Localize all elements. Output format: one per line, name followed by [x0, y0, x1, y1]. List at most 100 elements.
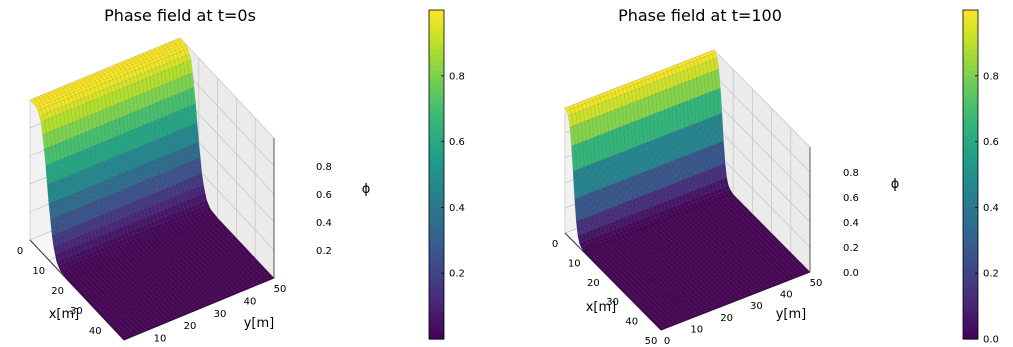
z-tick-label: 0.6 — [843, 193, 859, 204]
z-tick-label: 0.6 — [316, 190, 332, 201]
colorbar-tick-label: 0.8 — [449, 71, 465, 82]
colorbar-swatch — [429, 179, 444, 187]
y-tick-label: 40 — [780, 290, 793, 301]
x-axis-label: x[m] — [49, 307, 80, 322]
colorbar-swatch — [429, 306, 444, 313]
colorbar-swatch — [429, 125, 444, 132]
colorbar-swatch — [429, 328, 444, 335]
colorbar-swatch — [429, 31, 444, 39]
colorbar-swatch — [429, 289, 444, 296]
y-tick-label: 0 — [664, 336, 670, 347]
colorbar-swatch — [429, 53, 444, 60]
z-axis-label: ϕ — [362, 182, 371, 197]
grid-line — [179, 37, 275, 139]
colorbar-swatch — [429, 15, 444, 22]
colorbar-swatch — [429, 278, 444, 285]
y-tick-label: 20 — [184, 321, 197, 332]
colorbar-swatch — [429, 300, 444, 307]
back-pane-xz — [180, 38, 274, 278]
colorbar-swatch — [429, 130, 444, 137]
colorbar-swatch — [429, 234, 444, 241]
chart-title: Phase field at t=0s — [104, 6, 256, 25]
colorbar-swatch — [429, 141, 444, 148]
colorbar-swatch — [429, 284, 444, 291]
x-tick-label: 50 — [645, 336, 658, 347]
colorbar-swatch — [429, 37, 444, 44]
y-tick-label: 50 — [274, 284, 287, 295]
colorbar-swatch — [429, 152, 444, 159]
colorbar-swatch — [429, 103, 444, 110]
colorbar-swatch — [429, 59, 444, 66]
x-tick-label: 40 — [625, 317, 638, 328]
x-tick-label: 20 — [587, 278, 600, 289]
colorbar-swatch — [429, 223, 444, 230]
colorbar-swatch — [429, 48, 444, 55]
colorbar-swatch — [429, 26, 444, 33]
colorbar-swatch — [429, 229, 444, 236]
z-tick-label: 0.2 — [843, 243, 859, 254]
grid-line — [179, 65, 275, 167]
y-tick-label: 30 — [750, 301, 763, 312]
z-tick-label: 0.2 — [316, 246, 332, 257]
colorbar-swatch — [429, 75, 444, 82]
colorbar-tick-label: 0.2 — [449, 269, 465, 280]
colorbar-swatch — [429, 185, 444, 192]
colorbar-swatch — [429, 81, 444, 88]
colorbar-swatch — [429, 322, 444, 329]
colorbar-swatch — [429, 42, 444, 49]
colorbar-swatch — [429, 212, 444, 219]
colorbar-swatch — [429, 245, 444, 252]
colorbar-swatch — [429, 207, 444, 214]
y-tick-label: 40 — [244, 296, 257, 307]
colorbar-swatch — [429, 97, 444, 104]
x-axis-label: x[m] — [586, 300, 617, 315]
y-tick-label: 50 — [810, 278, 823, 289]
colorbar-swatch — [429, 147, 444, 154]
y-tick-label: 10 — [690, 324, 703, 335]
colorbar-swatch — [429, 86, 444, 93]
x-tick-label: 0 — [552, 239, 558, 250]
colorbar-swatch — [429, 174, 444, 181]
z-tick-label: 0.4 — [316, 218, 332, 229]
y-tick-label: 30 — [214, 309, 227, 320]
x-tick-label: 40 — [89, 326, 102, 337]
colorbar-swatch — [429, 273, 444, 280]
z-tick-label: 0.4 — [843, 218, 859, 229]
colorbar-swatch — [429, 256, 444, 263]
colorbar-swatch — [429, 262, 444, 269]
colorbar-swatch — [429, 10, 444, 17]
colorbar-swatch — [429, 317, 444, 324]
colorbar-swatch — [429, 119, 444, 126]
chart-title: Phase field at t=100 — [618, 6, 782, 25]
colorbar-swatch — [429, 20, 444, 28]
y-tick-label: 20 — [720, 313, 733, 324]
x-tick-label: 20 — [51, 286, 64, 297]
x-tick-label: 10 — [568, 258, 581, 269]
y-tick-label: 10 — [154, 334, 167, 345]
colorbar-swatch — [429, 190, 444, 198]
panel-left: Phase field at t=0s 01020304050010203040… — [17, 6, 465, 347]
y-axis-label: y[m] — [244, 316, 275, 331]
colorbar-swatch — [429, 218, 444, 225]
surface-cell — [234, 290, 241, 294]
surface-cell — [257, 280, 264, 285]
z-tick-label: 0.8 — [316, 162, 332, 173]
colorbar: 0.20.40.60.8 — [428, 9, 465, 340]
z-tick-label: 0.8 — [843, 168, 859, 179]
colorbar-swatch — [429, 108, 444, 115]
surface-cell — [230, 291, 237, 296]
colorbar-swatch — [429, 64, 444, 71]
colorbar-swatch — [429, 169, 444, 176]
colorbar-swatch — [429, 240, 444, 247]
colorbar-swatch — [429, 295, 444, 302]
colorbar-swatch — [429, 196, 444, 203]
surface-cell — [227, 293, 234, 297]
surface-cell — [268, 276, 275, 280]
surface — [29, 37, 275, 341]
surface-cell — [264, 277, 271, 282]
x-tick-label: 10 — [32, 266, 45, 277]
colorbar-swatch — [429, 163, 444, 170]
colorbar-tick-label: 0.4 — [449, 203, 465, 214]
